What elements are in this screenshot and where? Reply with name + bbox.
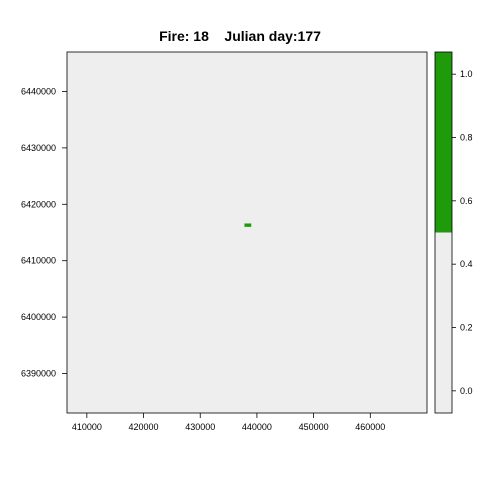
colorbar: 0.0 0.2 0.4 0.6 0.8 1.0 xyxy=(434,51,473,414)
colorbar-border xyxy=(434,51,453,414)
x-tick-label: 420000 xyxy=(129,422,159,432)
y-tick-label: 6420000 xyxy=(21,199,56,209)
fire-cell xyxy=(244,223,252,227)
y-tick-label: 6400000 xyxy=(21,312,56,322)
colorbar-segment xyxy=(435,232,452,413)
colorbar-segment xyxy=(435,52,452,233)
colorbar-tick-label: 0.6 xyxy=(460,196,473,206)
y-tick-label: 6410000 xyxy=(21,256,56,266)
y-tick-label: 6440000 xyxy=(21,86,56,96)
y-tick-label: 6430000 xyxy=(21,143,56,153)
chart-title: Fire: 18 Julian day:177 xyxy=(159,28,321,44)
plot-panel xyxy=(67,52,427,413)
y-axis: 6390000 6400000 6410000 6420000 6430000 64400… xyxy=(21,86,67,379)
colorbar-tick-label: 1.0 xyxy=(460,69,473,79)
y-tick-label: 6390000 xyxy=(21,369,56,379)
x-tick-label: 450000 xyxy=(299,422,329,432)
fire-cells xyxy=(244,223,252,227)
x-tick-label: 410000 xyxy=(72,422,102,432)
x-axis: 410000 420000 430000 440000 450000 460000 xyxy=(72,413,385,432)
colorbar-tick-label: 0.2 xyxy=(460,323,473,333)
x-tick-label: 440000 xyxy=(242,422,272,432)
x-tick-label: 460000 xyxy=(355,422,385,432)
x-tick-label: 430000 xyxy=(185,422,215,432)
plot-border xyxy=(66,51,428,414)
colorbar-tick-label: 0.0 xyxy=(460,386,473,396)
colorbar-tick-label: 0.8 xyxy=(460,133,473,143)
colorbar-tick-label: 0.4 xyxy=(460,259,473,269)
